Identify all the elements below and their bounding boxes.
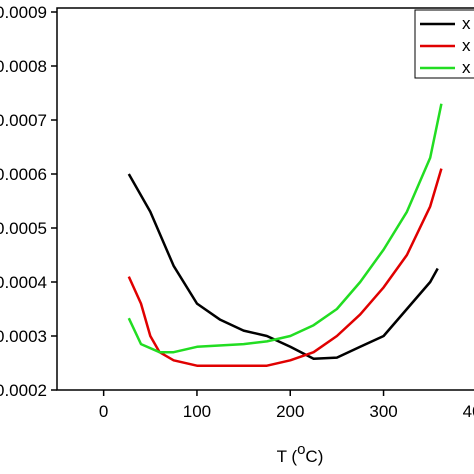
data-line <box>127 173 439 360</box>
legend-label: x <box>462 36 471 55</box>
data-line <box>127 168 443 367</box>
x-tick-label: 100 <box>183 402 211 421</box>
y-tick-label: 0.0005 <box>0 219 47 238</box>
x-tick-label: 200 <box>276 402 304 421</box>
x-tick-label: 0 <box>99 402 108 421</box>
x-tick-label: 300 <box>369 402 397 421</box>
legend-box <box>414 9 474 79</box>
x-label-part: T ( <box>277 447 298 466</box>
y-tick-label: 0.0004 <box>0 273 47 292</box>
data-line <box>127 103 443 354</box>
y-tick-label: 0.0002 <box>0 381 47 400</box>
x-label-superscript: o <box>297 441 305 458</box>
y-tick-label: 0.0007 <box>0 111 47 130</box>
y-tick-label: 0.0009 <box>0 3 47 22</box>
y-tick-label: 0.0006 <box>0 165 47 184</box>
y-tick-label: 0.0003 <box>0 327 47 346</box>
y-tick-label: 0.0008 <box>0 57 47 76</box>
legend-label: x <box>462 14 471 33</box>
legend-label: x <box>462 58 471 77</box>
x-label-part: C) <box>305 447 323 466</box>
plot-frame <box>56 7 474 391</box>
x-tick-label: 400 <box>463 402 474 421</box>
x-axis-label: T (oC) <box>277 441 324 466</box>
